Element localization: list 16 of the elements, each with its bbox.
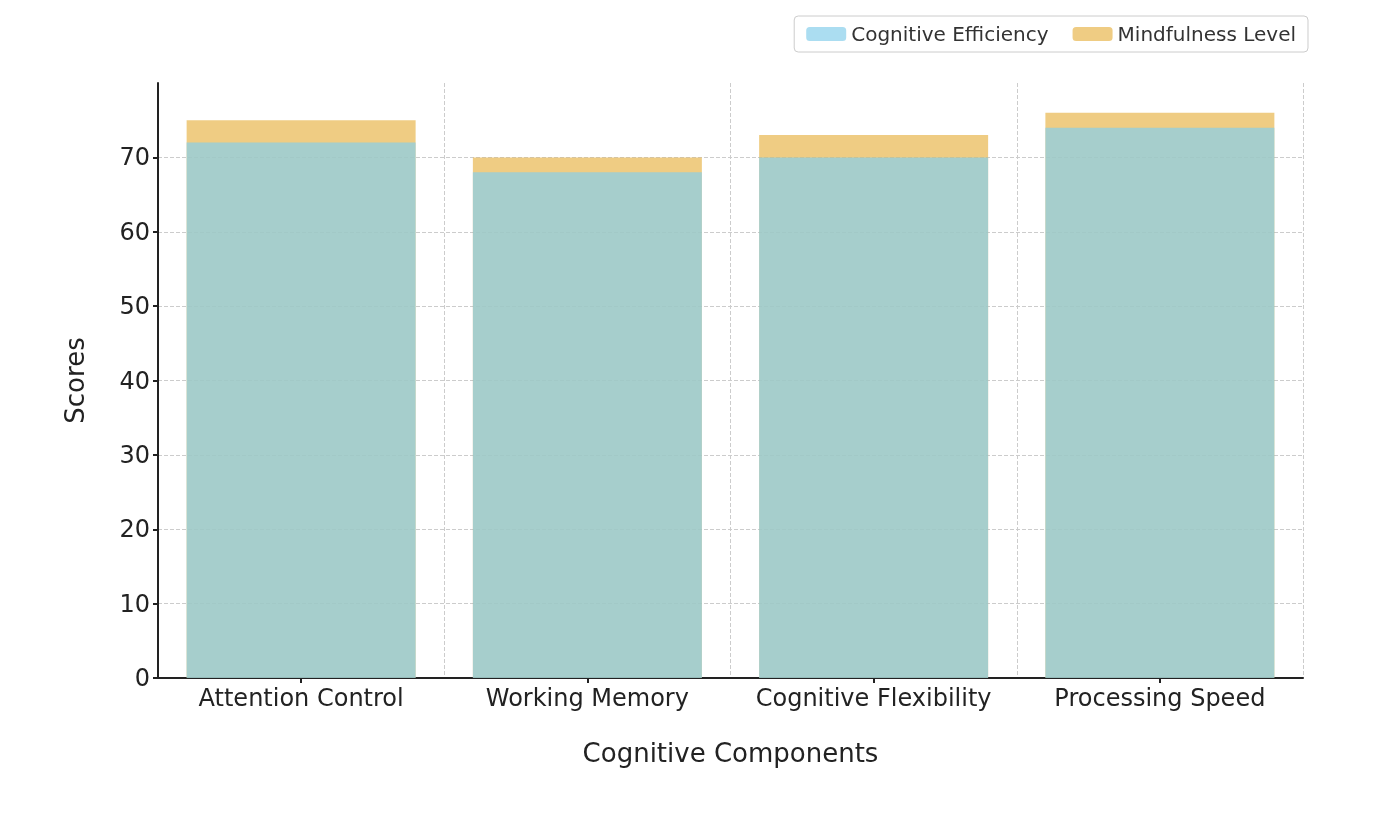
x-tick-label: Cognitive Flexibility [755, 684, 992, 712]
y-tick-label: 0 [134, 664, 150, 692]
x-tick-label: Working Memory [485, 684, 689, 712]
x-tick-label: Attention Control [198, 684, 404, 712]
x-tick-label: Processing Speed [1054, 684, 1266, 712]
y-tick-label: 20 [119, 515, 150, 544]
y-tick-label: 30 [119, 440, 150, 469]
y-tick-label: 40 [119, 366, 150, 395]
y-axis-title: Scores [60, 337, 90, 424]
x-axis-title: Cognitive Components [582, 738, 879, 768]
legend-label: Cognitive Efficiency [851, 22, 1049, 46]
y-tick-label: 60 [119, 217, 150, 246]
legend-label: Mindfulness Level [1117, 22, 1297, 46]
y-tick-label: 10 [119, 589, 150, 618]
y-tick-label: 70 [119, 143, 150, 172]
y-tick-label: 50 [119, 292, 150, 321]
